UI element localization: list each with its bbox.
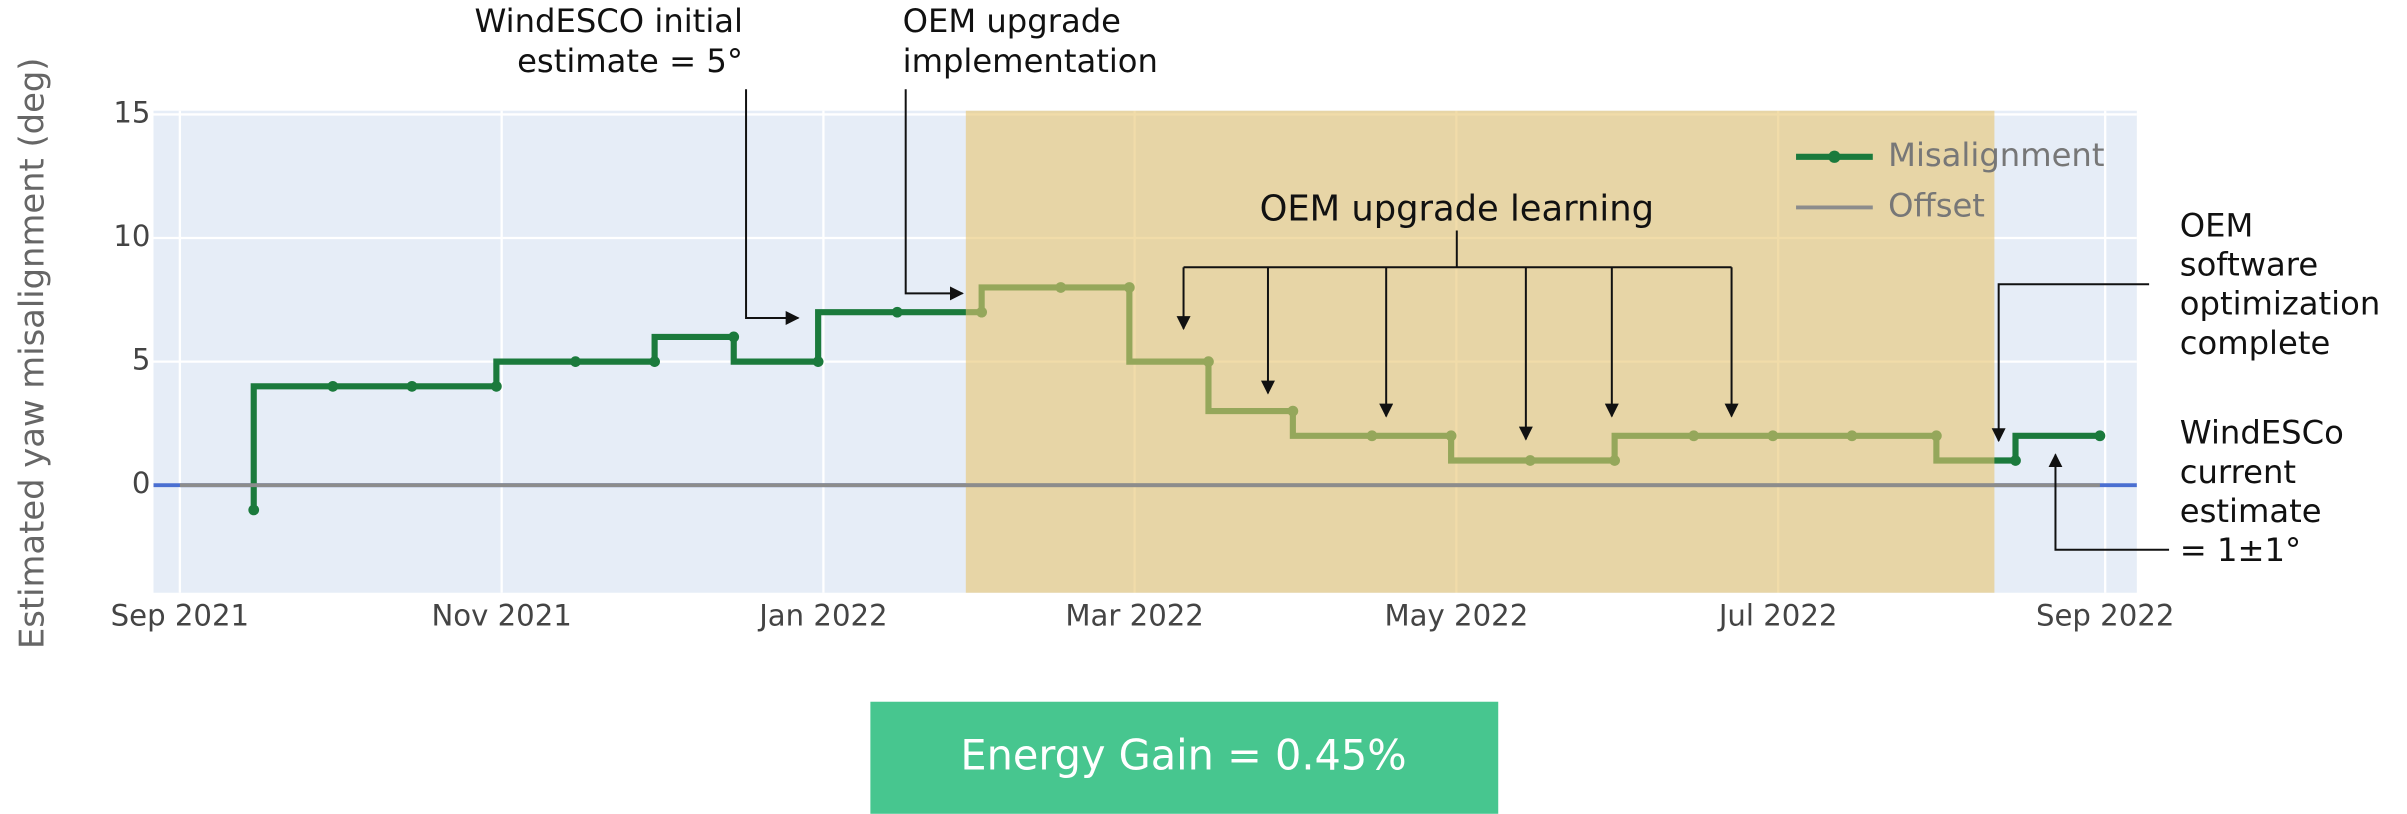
y-tick-label: 15 [113, 95, 150, 129]
annotation: complete [2180, 324, 2331, 362]
annotation: software [2180, 246, 2318, 284]
y-axis-label: Estimated yaw misalignment (deg) [12, 58, 51, 650]
legend-label: Offset [1888, 186, 1985, 224]
point [649, 356, 660, 367]
plot-area [153, 110, 2137, 593]
x-tick-label: Sep 2022 [2036, 598, 2174, 632]
point [327, 380, 339, 392]
annotation: = 1±1° [2180, 531, 2301, 569]
annotation: estimate [2180, 492, 2322, 530]
annotation: current [2180, 453, 2296, 491]
point [2010, 455, 2021, 466]
annotation: OEM upgrade [903, 2, 1121, 40]
annotation: implementation [903, 42, 1158, 80]
x-tick-label: Jul 2022 [1717, 598, 1838, 632]
point [406, 380, 418, 392]
shaded-region [965, 110, 1995, 593]
y-tick-label: 10 [113, 219, 150, 253]
annotation: estimate = 5° [517, 42, 743, 80]
x-tick-label: Mar 2022 [1065, 598, 1203, 632]
point [570, 356, 581, 367]
energy-gain-text: Energy Gain = 0.45% [960, 732, 1406, 780]
point [891, 306, 903, 318]
point [248, 504, 260, 516]
annotation: OEM [2180, 206, 2254, 244]
x-tick-label: May 2022 [1385, 598, 1529, 632]
y-tick-label: 5 [132, 343, 151, 377]
x-tick-label: Nov 2021 [431, 598, 571, 632]
annotation: WindESCo [2180, 414, 2344, 452]
annotation: optimization [2180, 285, 2380, 323]
point [812, 356, 824, 367]
point [2094, 430, 2106, 442]
x-tick-label: Jan 2022 [757, 598, 887, 632]
x-tick-label: Sep 2021 [111, 598, 249, 632]
point [490, 380, 502, 392]
point [728, 331, 740, 343]
annotation: WindESCO initial [474, 2, 742, 40]
energy-gain-box [870, 701, 1499, 814]
legend-swatch-point [1828, 150, 1841, 163]
y-tick-label: 0 [132, 466, 151, 500]
annotation: OEM upgrade learning [1260, 189, 1654, 230]
legend-label: Misalignment [1888, 136, 2104, 174]
annotation-arrows [745, 89, 2170, 551]
